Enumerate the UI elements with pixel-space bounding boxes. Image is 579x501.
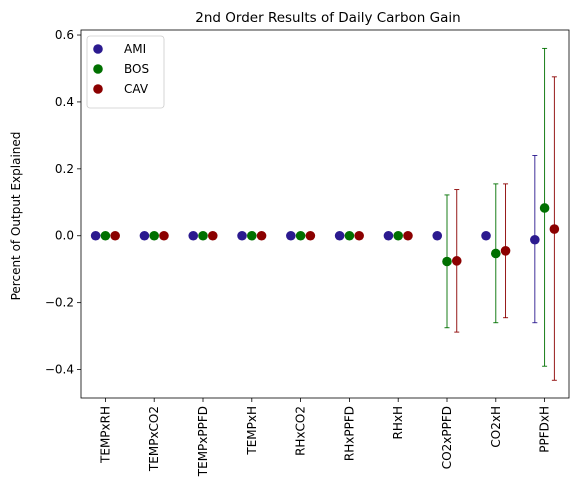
x-tick-label: RHxCO2 [294,406,308,456]
x-tick-label: TEMPxRH [98,406,112,464]
legend-entry: CAV [124,82,149,96]
data-point [247,230,257,241]
data-point [286,230,296,241]
x-tick-label: TEMPxCO2 [147,406,161,472]
data-point [500,246,511,256]
series-bos [100,47,550,367]
legend-entry: AMI [124,42,146,56]
legend-marker [93,84,103,94]
legend-entry: BOS [124,62,149,76]
data-point [149,230,159,241]
series-cav [110,76,560,381]
data-point [393,230,404,241]
legend-marker [93,64,103,74]
x-tick-label: CO2xPPFD [440,406,454,469]
data-point [481,230,491,241]
data-point [432,230,443,241]
data-point [530,234,540,245]
y-tick-label: 0.4 [55,95,74,109]
data-point [139,230,150,241]
chart-title: 2nd Order Results of Daily Carbon Gain [195,10,460,26]
data-point [207,230,218,241]
x-tick-label: TEMPxPPFD [196,406,210,477]
axes-frame [80,29,570,399]
data-point [237,230,247,241]
data-point [344,230,355,241]
data-point [491,248,501,259]
y-tick-label: 0.2 [55,162,74,176]
x-tick-label: RHxPPFD [342,406,356,461]
x-tick-label: TEMPxH [245,406,259,456]
series-ami [90,155,540,324]
data-point [90,230,101,241]
data-point [442,256,452,267]
x-tick-label: PPFDxH [538,406,552,453]
y-tick-label: −0.2 [45,296,74,310]
data-point [295,230,306,241]
data-point [354,230,364,241]
plot-area: −0.4 −0.2 0.0 0.2 0.4 0.6 TEMPxRH TEMPxCO2 TEMPx… [45,28,570,477]
x-tick-label: RHxH [391,406,405,440]
data-point [451,256,462,266]
data-point [198,230,208,241]
data-point [334,230,345,241]
data-point [188,230,199,241]
legend-box [86,35,165,109]
data-point [383,230,394,241]
data-point [539,203,550,213]
data-point [100,230,111,241]
x-tick-label: CO2xH [489,406,503,448]
data-point [110,230,120,241]
data-point [305,230,316,241]
y-tick-label: 0.6 [55,28,74,42]
legend: AMI BOS CAV [86,35,165,109]
legend-marker [93,44,103,54]
data-point [159,230,169,241]
y-tick-label: −0.4 [45,363,74,377]
y-tick-label: 0.0 [55,229,74,243]
data-point [403,230,413,241]
data-point [549,224,560,234]
y-axis-label: Percent of Output Explained [9,132,23,301]
data-point [256,230,267,241]
